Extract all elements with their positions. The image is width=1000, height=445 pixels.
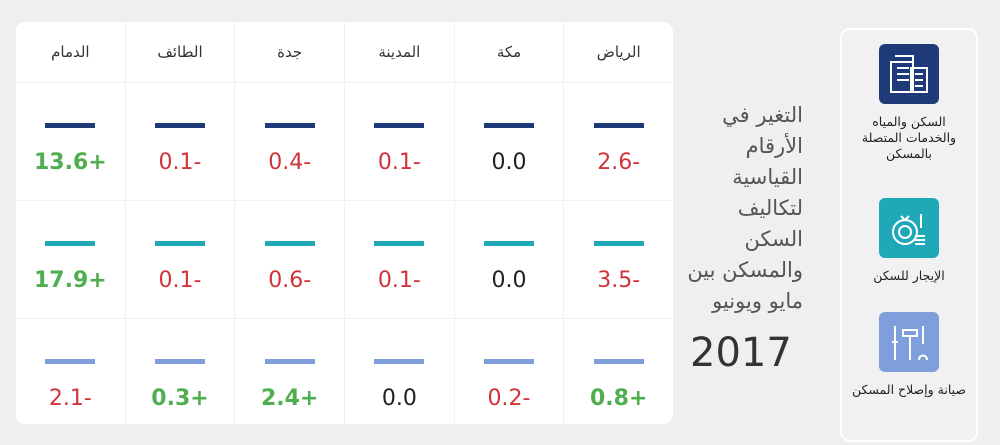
- year: 2017: [690, 330, 792, 376]
- legend-label: صيانة وإصلاح المسكن: [851, 382, 967, 397]
- change-value: 0.0: [381, 386, 417, 411]
- tools-icon: [879, 312, 939, 372]
- table-cell: -3.5: [563, 200, 673, 318]
- category-color-bar: [593, 241, 644, 246]
- category-color-bar: [264, 123, 315, 128]
- table-cell: +17.9: [15, 200, 125, 318]
- category-color-bar: [264, 241, 315, 246]
- legend-item-maintenance: صيانة وإصلاح المسكن: [842, 312, 976, 398]
- change-value: -0.2: [487, 386, 531, 411]
- table-cell: 0.0: [344, 318, 454, 424]
- legend-label: الإيجار للسكن: [873, 268, 945, 283]
- change-value: 0.0: [491, 150, 527, 175]
- change-value: -0.1: [158, 150, 202, 175]
- table-cell: +2.4: [234, 318, 345, 424]
- category-color-bar: [155, 123, 206, 128]
- change-value: -0.1: [377, 150, 421, 175]
- table-cell: +0.8: [563, 318, 673, 424]
- category-color-bar: [45, 123, 96, 128]
- legend-item-housing: السكن والمياه والخدمات المتصلة بالمسكن: [842, 44, 976, 162]
- column-header: الدمام: [15, 22, 125, 82]
- change-value: -2.6: [597, 150, 641, 175]
- column-header: الرياض: [563, 22, 673, 82]
- change-value: -0.4: [268, 150, 312, 175]
- building-icon: [879, 44, 939, 104]
- category-color-bar: [45, 241, 96, 246]
- column-header: الطائف: [124, 22, 235, 82]
- price-change-table: الرياض مكة المدينة جدة الطائف الدمام -2.6 0.0 -0…: [15, 22, 673, 424]
- change-value: +17.9: [33, 268, 107, 293]
- change-value: +2.4: [260, 386, 319, 411]
- category-color-bar: [484, 123, 535, 128]
- table-cell: -0.1: [344, 200, 454, 318]
- change-value: -0.6: [268, 268, 312, 293]
- table-cell: -0.2: [453, 318, 564, 424]
- column-header: مكة: [453, 22, 564, 82]
- table-cell: -0.6: [234, 200, 345, 318]
- table-cell: -0.1: [124, 82, 235, 200]
- category-color-bar: [45, 359, 96, 364]
- legend-label: السكن والمياه والخدمات المتصلة بالمسكن: [861, 114, 957, 161]
- change-value: -2.1: [48, 386, 92, 411]
- column-header: المدينة: [344, 22, 454, 82]
- change-value: 0.0: [491, 268, 527, 293]
- table-cell: -2.6: [563, 82, 673, 200]
- column-header: جدة: [234, 22, 344, 82]
- table-cell: -0.1: [344, 82, 454, 200]
- table-cell: 0.0: [453, 82, 564, 200]
- category-color-bar: [374, 123, 425, 128]
- category-color-bar: [593, 359, 644, 364]
- change-value: -3.5: [597, 268, 641, 293]
- category-color-bar: [593, 123, 644, 128]
- category-color-bar: [484, 359, 535, 364]
- category-color-bar: [374, 241, 425, 246]
- category-legend: السكن والمياه والخدمات المتصلة بالمسكن ا…: [840, 28, 978, 442]
- table-cell: -0.1: [124, 200, 235, 318]
- legend-item-rent: الإيجار للسكن: [842, 198, 976, 284]
- category-color-bar: [484, 241, 535, 246]
- table-cell: -2.1: [15, 318, 125, 424]
- money-bag-icon: [879, 198, 939, 258]
- table-cell: -0.4: [234, 82, 345, 200]
- change-value: +13.6: [33, 150, 107, 175]
- change-value: +0.3: [151, 386, 209, 411]
- infographic-title: التغير في الأرقام القياسية لتكاليف السكن…: [687, 103, 803, 313]
- category-color-bar: [374, 359, 425, 364]
- table-cell: +13.6: [15, 82, 125, 200]
- change-value: -0.1: [158, 268, 202, 293]
- table-cell: +0.3: [124, 318, 235, 424]
- change-value: +0.8: [589, 386, 648, 411]
- category-color-bar: [264, 359, 315, 364]
- change-value: -0.1: [377, 268, 421, 293]
- category-color-bar: [155, 241, 206, 246]
- table-cell: 0.0: [453, 200, 564, 318]
- category-color-bar: [155, 359, 206, 364]
